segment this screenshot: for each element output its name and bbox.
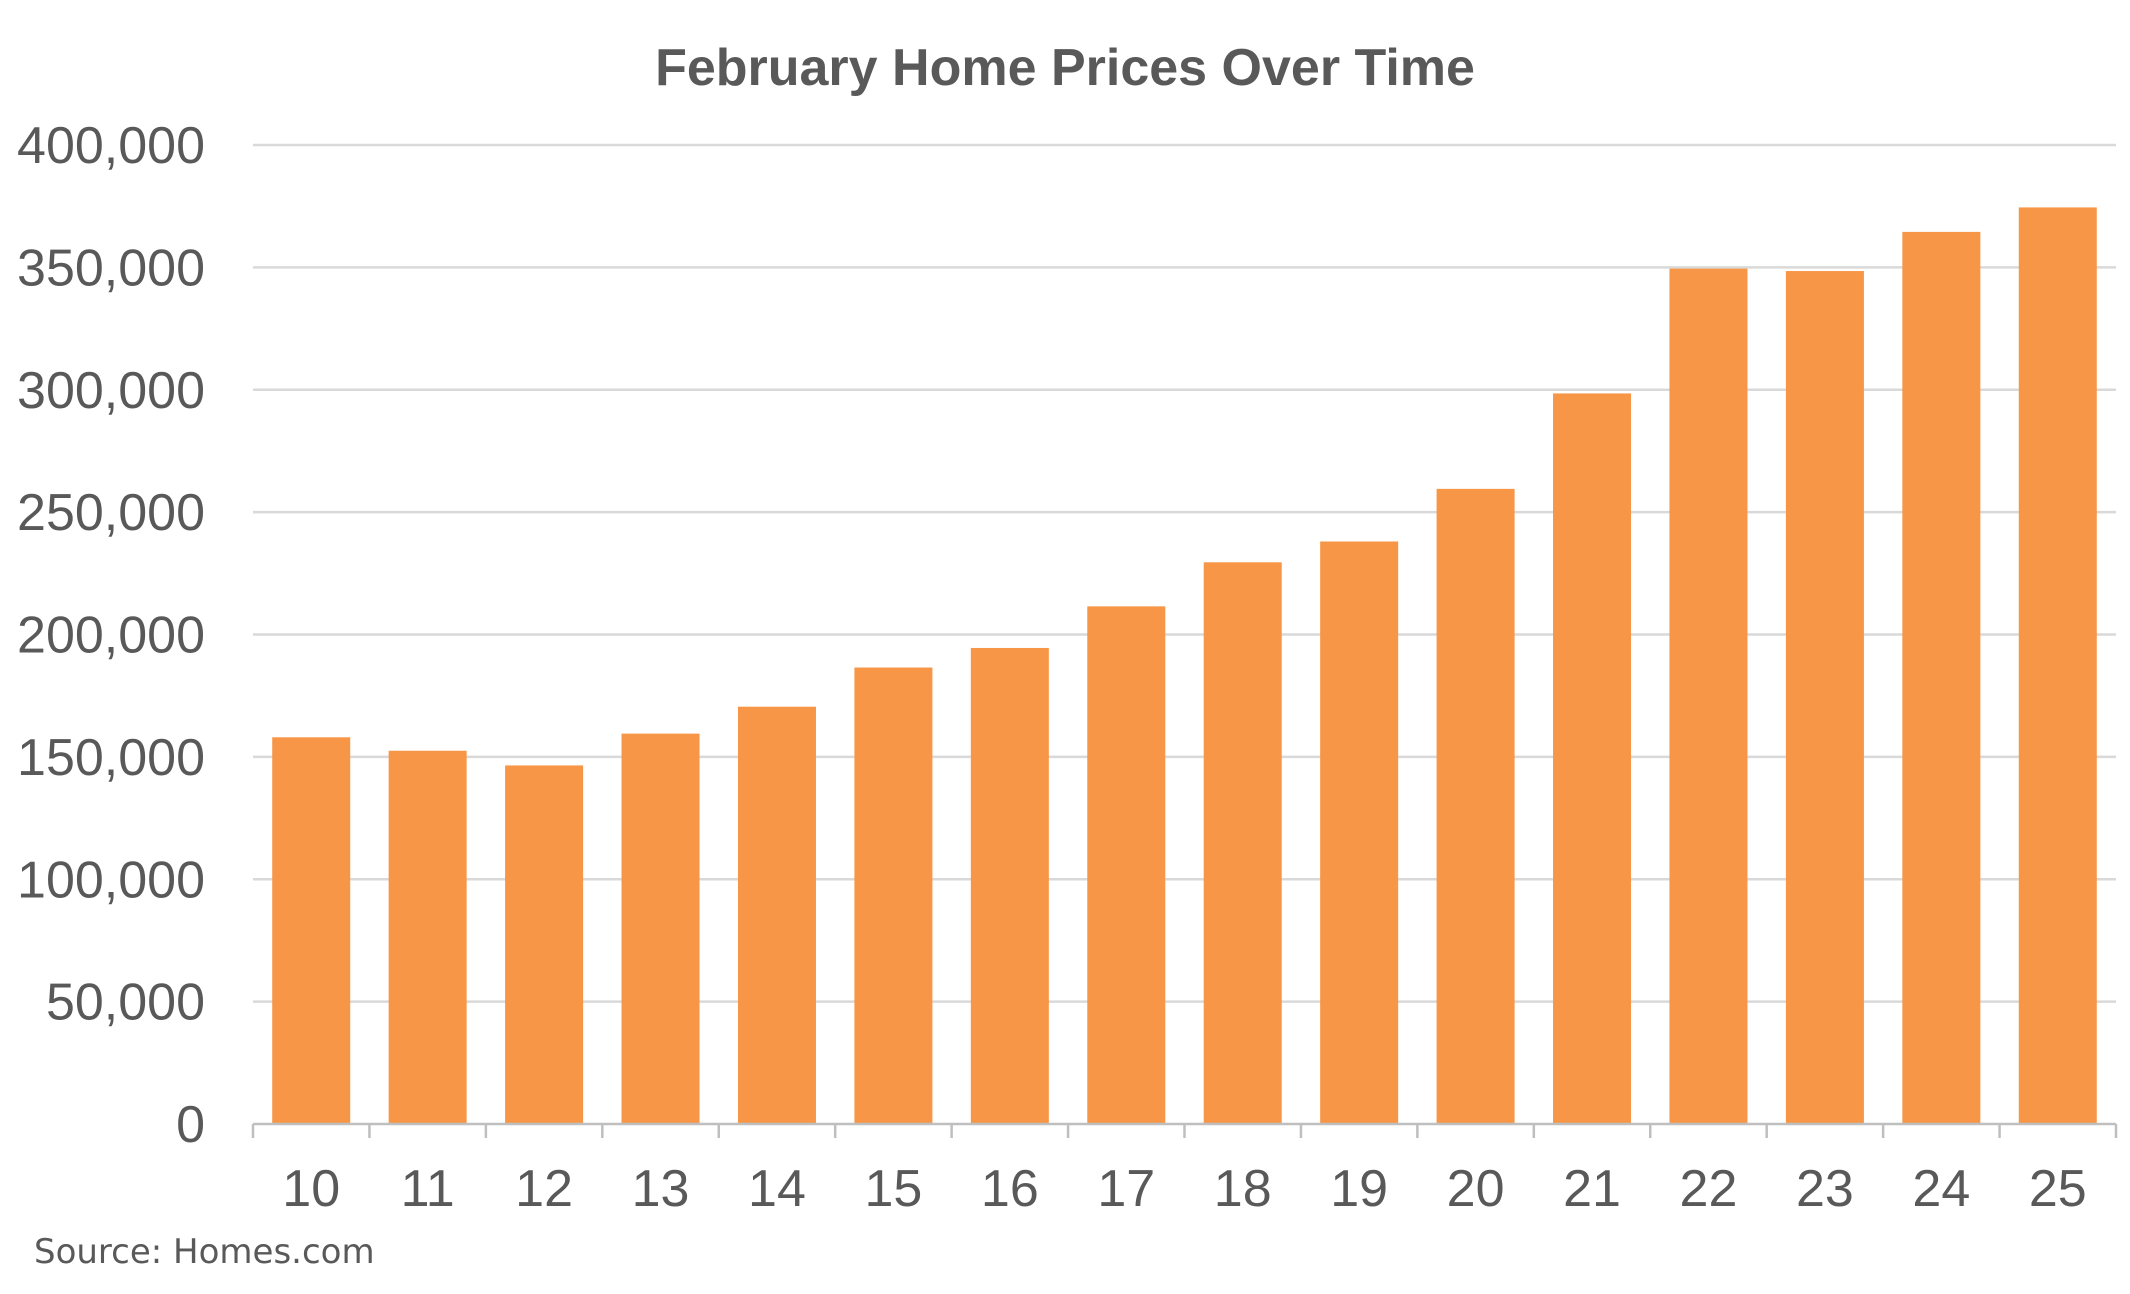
y-axis-tick-labels: 0 50,000 100,000 150,000 200,000 250,000 300,0…: [17, 117, 205, 1154]
chart-title: February Home Prices Over Time: [655, 39, 1475, 97]
x-tick-label: 24: [1912, 1160, 1970, 1218]
y-tick-label: 350,000: [17, 239, 205, 297]
bar-12: [505, 765, 584, 1124]
bar-10: [272, 737, 351, 1124]
x-tick-label: 14: [748, 1160, 806, 1218]
y-tick-label: 300,000: [17, 362, 205, 420]
x-tick-label: 10: [282, 1160, 340, 1218]
bar-11: [388, 750, 467, 1124]
x-tick-label: 25: [2029, 1160, 2087, 1218]
x-tick-label: 22: [1680, 1160, 1738, 1218]
x-tick-label: 17: [1097, 1160, 1155, 1218]
bar-25: [2018, 207, 2097, 1124]
bar-15: [854, 667, 933, 1124]
bar-18: [1203, 562, 1282, 1124]
bar-13: [621, 733, 700, 1124]
bar-22: [1669, 268, 1748, 1124]
x-tick-label: 12: [515, 1160, 573, 1218]
bars: [272, 207, 2097, 1125]
y-tick-label: 50,000: [46, 974, 205, 1032]
x-axis: [251, 1122, 2118, 1138]
x-tick-label: 13: [632, 1160, 690, 1218]
bar-19: [1320, 541, 1399, 1124]
bar-14: [737, 706, 816, 1124]
x-axis-tick-labels: 10 11 12 13 14 15 16 17 18 19 20 21 22 23 24 25: [282, 1160, 2086, 1218]
x-tick-label: 21: [1563, 1160, 1621, 1218]
bar-17: [1087, 606, 1166, 1124]
x-tick-label: 15: [864, 1160, 922, 1218]
y-tick-label: 200,000: [17, 607, 205, 665]
x-tick-label: 16: [981, 1160, 1039, 1218]
y-tick-label: 250,000: [17, 484, 205, 542]
x-tick-label: 20: [1447, 1160, 1505, 1218]
bar-24: [1902, 231, 1981, 1125]
x-tick-label: 23: [1796, 1160, 1854, 1218]
x-tick-label: 19: [1330, 1160, 1388, 1218]
y-tick-label: 400,000: [17, 117, 205, 175]
y-tick-label: 150,000: [17, 729, 205, 787]
bar-16: [970, 647, 1049, 1124]
y-tick-label: 0: [176, 1096, 205, 1154]
x-tick-label: 18: [1214, 1160, 1272, 1218]
source-note: Source: Homes.com: [34, 1232, 375, 1272]
bar-23: [1785, 271, 1864, 1124]
bar-20: [1436, 488, 1515, 1124]
x-tick-label: 11: [401, 1160, 455, 1218]
bar-21: [1553, 393, 1632, 1124]
y-tick-label: 100,000: [17, 851, 205, 909]
